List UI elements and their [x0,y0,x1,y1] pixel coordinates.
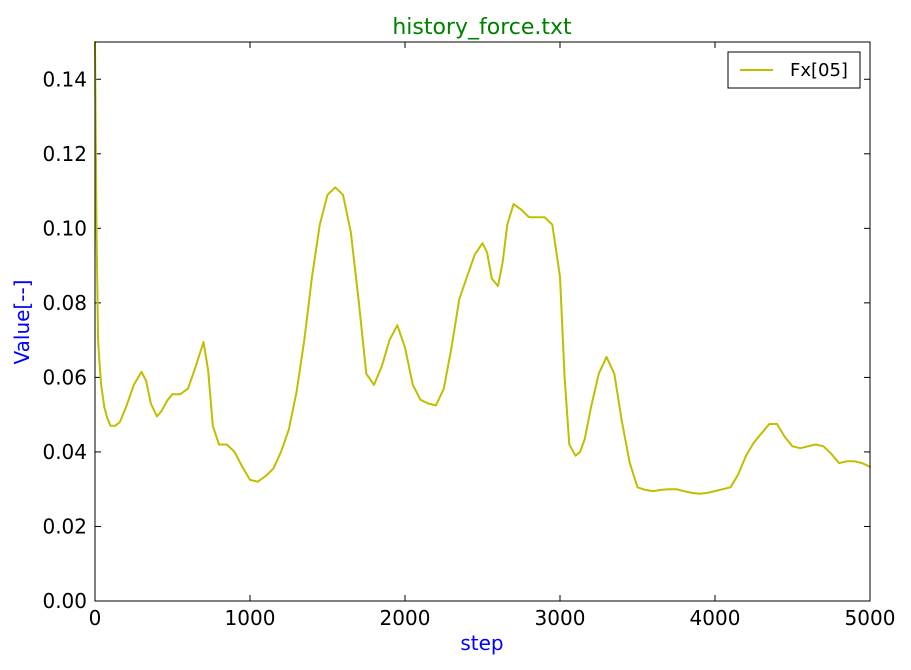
x-tick-label: 0 [89,606,102,630]
y-tick-label: 0.12 [42,142,87,166]
x-tick-label: 4000 [690,606,741,630]
x-tick-label: 3000 [535,606,586,630]
y-tick-label: 0.08 [42,291,87,315]
chart-title: history_force.txt [392,15,572,40]
y-tick-label: 0.10 [42,216,87,240]
legend-label: Fx[05] [790,60,848,81]
y-tick-label: 0.02 [42,514,87,538]
series-line-0 [94,41,871,495]
axis-tick-labels: 0 1000 2000 3000 4000 5000 0.00 0.02 0.04 0.06 0.0… [42,67,895,630]
legend: Fx[05] [727,51,861,89]
x-axis-label: step [460,631,503,655]
y-tick-label: 0.00 [42,589,87,613]
y-tick-label: 0.14 [42,67,87,91]
x-tick-label: 2000 [380,606,431,630]
x-tick-label: 5000 [845,606,896,630]
x-tick-label: 1000 [225,606,276,630]
y-tick-label: 0.06 [42,365,87,389]
series-layer [94,41,871,495]
y-tick-label: 0.04 [42,440,87,464]
y-axis-label: Value[--] [10,280,34,365]
plot-frame [94,41,871,602]
